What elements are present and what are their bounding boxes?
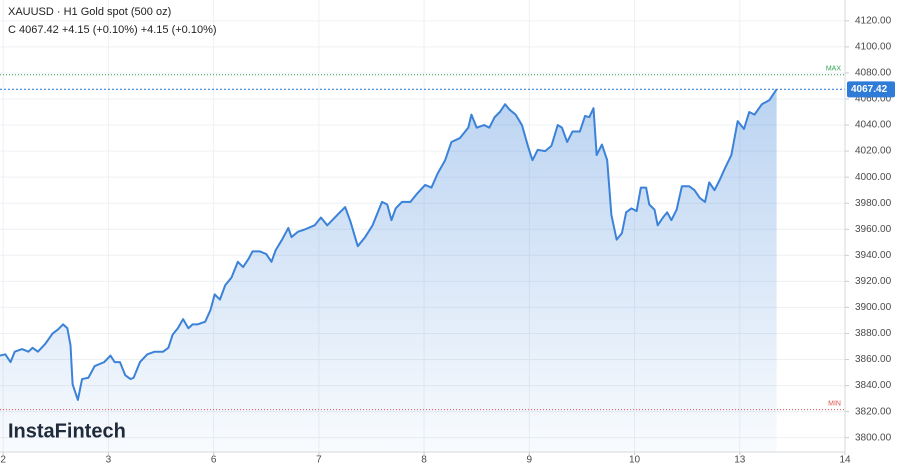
- watermark: InstaFintech: [8, 420, 126, 442]
- y-tick-label: 3980.00: [855, 198, 892, 209]
- x-tick-label: 10: [629, 455, 641, 466]
- y-tick-label: 4060.00: [855, 94, 892, 105]
- y-tick-label: 3960.00: [855, 224, 892, 235]
- y-tick-label: 4080.00: [855, 68, 892, 79]
- y-tick-label: 4100.00: [855, 42, 892, 53]
- price-label: 4067.42: [851, 84, 888, 95]
- min-line-label: MIN: [828, 401, 841, 408]
- x-tick-label: 6: [211, 455, 217, 466]
- y-tick-label: 3860.00: [855, 354, 892, 365]
- y-tick-label: 3800.00: [855, 432, 892, 443]
- chart-subtitle: C 4067.42 +4.15 (+0.10%) +4.15 (+0.10%): [8, 24, 217, 36]
- y-tick-label: 3940.00: [855, 250, 892, 261]
- x-tick-label: 7: [316, 455, 322, 466]
- line: [0, 88, 778, 401]
- y-tick-label: 4120.00: [855, 15, 892, 26]
- y-tick-label: 3900.00: [855, 302, 892, 313]
- plot: [0, 74, 845, 452]
- y-tick-label: 4000.00: [855, 172, 892, 183]
- price-box: [847, 81, 895, 98]
- y-tick-label: 3840.00: [855, 380, 892, 391]
- x-tick-label: 2: [0, 455, 6, 466]
- chart-title: XAUUSD · H1 Gold spot (500 oz): [8, 6, 171, 18]
- y-tick-label: 3880.00: [855, 328, 892, 339]
- x-tick-label: 14: [839, 455, 851, 466]
- y-tick-label: 4020.00: [855, 146, 892, 157]
- y-tick-label: 3820.00: [855, 406, 892, 417]
- x-tick-label: 13: [734, 455, 746, 466]
- y-tick-label: 3920.00: [855, 276, 892, 287]
- x-tick-label: 3: [106, 455, 112, 466]
- y-tick-label: 4040.00: [855, 120, 892, 131]
- area: [0, 89, 777, 452]
- max-line-label: MAX: [826, 66, 842, 73]
- x-tick-label: 9: [527, 455, 533, 466]
- x-tick-label: 8: [421, 455, 427, 466]
